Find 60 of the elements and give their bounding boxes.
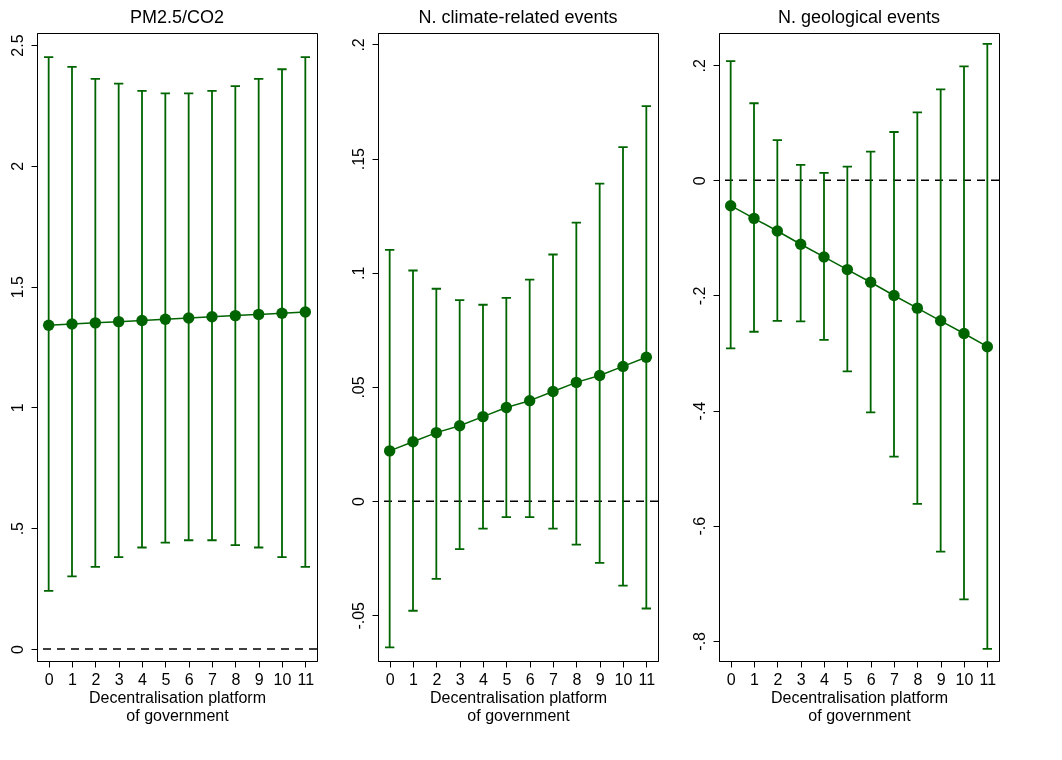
x-tick-label: 1	[68, 670, 78, 688]
y-tick-label: -.05	[349, 601, 367, 630]
x-tick-label: 1	[750, 670, 760, 688]
x-axis-title: Decentralisation platform of government	[771, 688, 948, 724]
x-tick-label: 4	[138, 670, 148, 688]
y-tick-label: 0	[690, 176, 708, 186]
x-tick-label: 8	[913, 670, 923, 688]
x-tick-label: 11	[297, 670, 315, 688]
x-tick-label: 4	[479, 670, 489, 688]
x-axis-title: Decentralisation platform of government	[89, 688, 266, 724]
chart-title: N. geological events	[777, 7, 941, 27]
x-axis-title: Decentralisation platform of government	[430, 688, 607, 724]
x-tick-label: 0	[44, 670, 54, 688]
x-tick-label: 0	[726, 670, 736, 688]
x-tick-label: 9	[595, 670, 605, 688]
x-tick-label: 6	[866, 670, 876, 688]
chart-title: N. climate-related events	[418, 7, 618, 27]
y-tick-label: .05	[349, 376, 367, 399]
y-tick-label: .2	[690, 58, 708, 73]
y-tick-label: -.8	[690, 631, 708, 651]
y-tick-label: -.2	[690, 286, 708, 306]
x-tick-label: 10	[955, 670, 974, 688]
x-tick-label: 1	[409, 670, 419, 688]
x-tick-label: 7	[549, 670, 559, 688]
x-tick-label: 5	[502, 670, 512, 688]
x-tick-label: 3	[455, 670, 465, 688]
y-tick-label: 0	[8, 644, 26, 654]
y-tick-label: 1.5	[8, 275, 26, 299]
y-tick-label: 2	[8, 161, 26, 171]
x-tick-label: 7	[208, 670, 218, 688]
x-tick-label: 0	[385, 670, 395, 688]
x-tick-label: 5	[161, 670, 171, 688]
y-tick-label: 2.5	[8, 34, 26, 57]
x-tick-label: 3	[796, 670, 806, 688]
x-tick-label: 10	[273, 670, 292, 688]
x-tick-label: 2	[91, 670, 101, 688]
x-tick-label: 5	[843, 670, 853, 688]
x-tick-label: 6	[525, 670, 535, 688]
x-tick-label: 8	[231, 670, 241, 688]
x-tick-label: 2	[432, 670, 442, 688]
y-tick-label: 0	[349, 497, 367, 507]
y-tick-label: -.4	[690, 401, 708, 421]
x-tick-label: 11	[638, 670, 656, 688]
x-tick-label: 4	[820, 670, 830, 688]
x-tick-label: 9	[936, 670, 946, 688]
x-tick-label: 10	[614, 670, 633, 688]
x-tick-label: 8	[572, 670, 582, 688]
y-tick-label: -.6	[690, 516, 708, 536]
x-tick-label: 9	[254, 670, 264, 688]
y-tick-label: .2	[349, 38, 367, 52]
y-tick-label: .15	[349, 147, 367, 171]
x-tick-label: 2	[773, 670, 783, 688]
y-tick-label: .1	[349, 266, 367, 280]
y-tick-label: .5	[8, 521, 26, 536]
y-tick-label: 1	[8, 403, 26, 413]
chart-title: PM2.5/CO2	[129, 7, 225, 27]
x-tick-label: 6	[184, 670, 194, 688]
x-tick-label: 7	[890, 670, 900, 688]
x-tick-label: 3	[114, 670, 124, 688]
x-tick-label: 11	[979, 670, 997, 688]
